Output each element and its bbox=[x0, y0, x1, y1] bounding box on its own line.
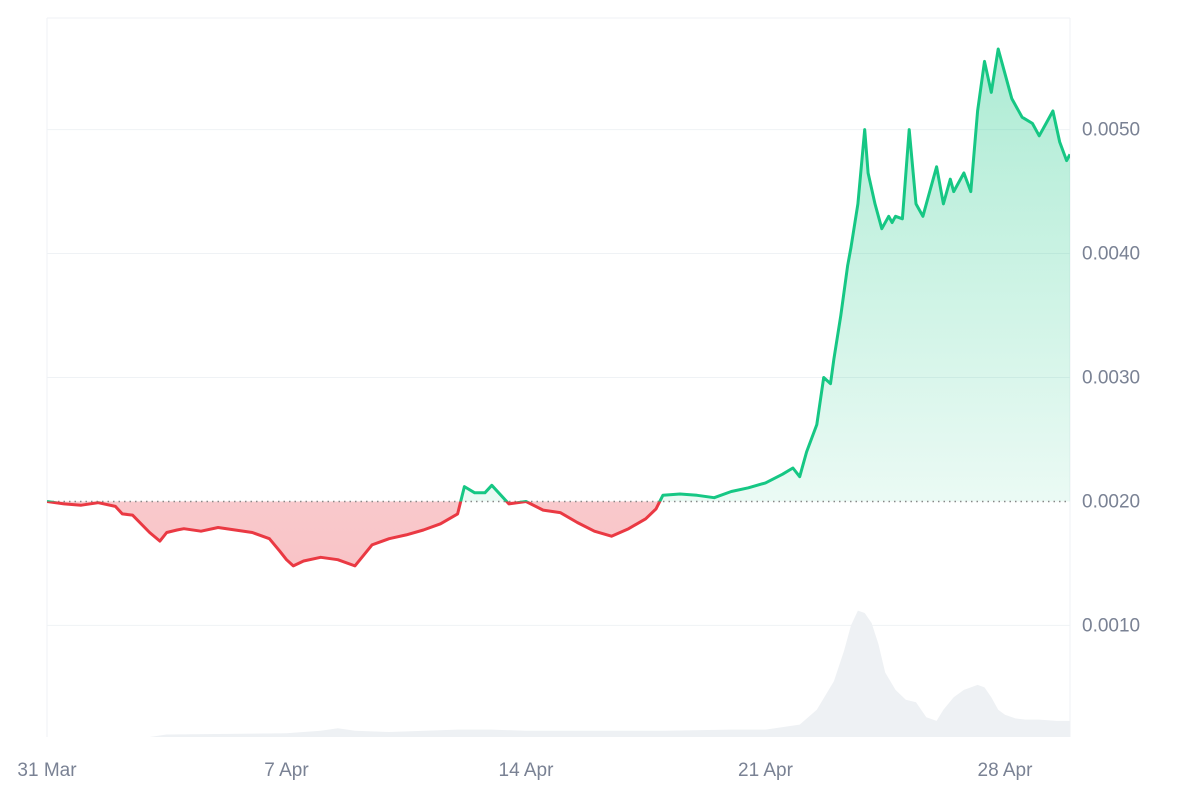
volume-area-shape bbox=[47, 610, 1070, 737]
price-line-above bbox=[47, 47, 1070, 502]
area-below-baseline bbox=[47, 501, 1070, 566]
y-tick-label: 0.0050 bbox=[1082, 120, 1140, 141]
y-tick-label: 0.0010 bbox=[1082, 615, 1140, 636]
x-tick-label: 31 Mar bbox=[17, 760, 77, 781]
area-above-baseline bbox=[460, 49, 1070, 502]
x-tick-label: 7 Apr bbox=[264, 760, 309, 781]
x-tick-label: 21 Apr bbox=[738, 760, 794, 781]
price-line-below bbox=[47, 501, 662, 568]
x-axis: 31 Mar 7 Apr 14 Apr 21 Apr 28 Apr bbox=[17, 760, 1033, 781]
price-fill bbox=[47, 49, 1070, 566]
y-tick-label: 0.0020 bbox=[1082, 491, 1140, 512]
y-tick-label: 0.0040 bbox=[1082, 244, 1140, 265]
x-tick-label: 14 Apr bbox=[499, 760, 555, 781]
volume-area bbox=[47, 610, 1070, 737]
y-tick-label: 0.0030 bbox=[1082, 368, 1140, 389]
price-line bbox=[46, 47, 1071, 568]
x-tick-label: 28 Apr bbox=[978, 760, 1034, 781]
y-axis: 0.0010 0.0020 0.0030 0.0040 0.0050 bbox=[1082, 120, 1140, 637]
